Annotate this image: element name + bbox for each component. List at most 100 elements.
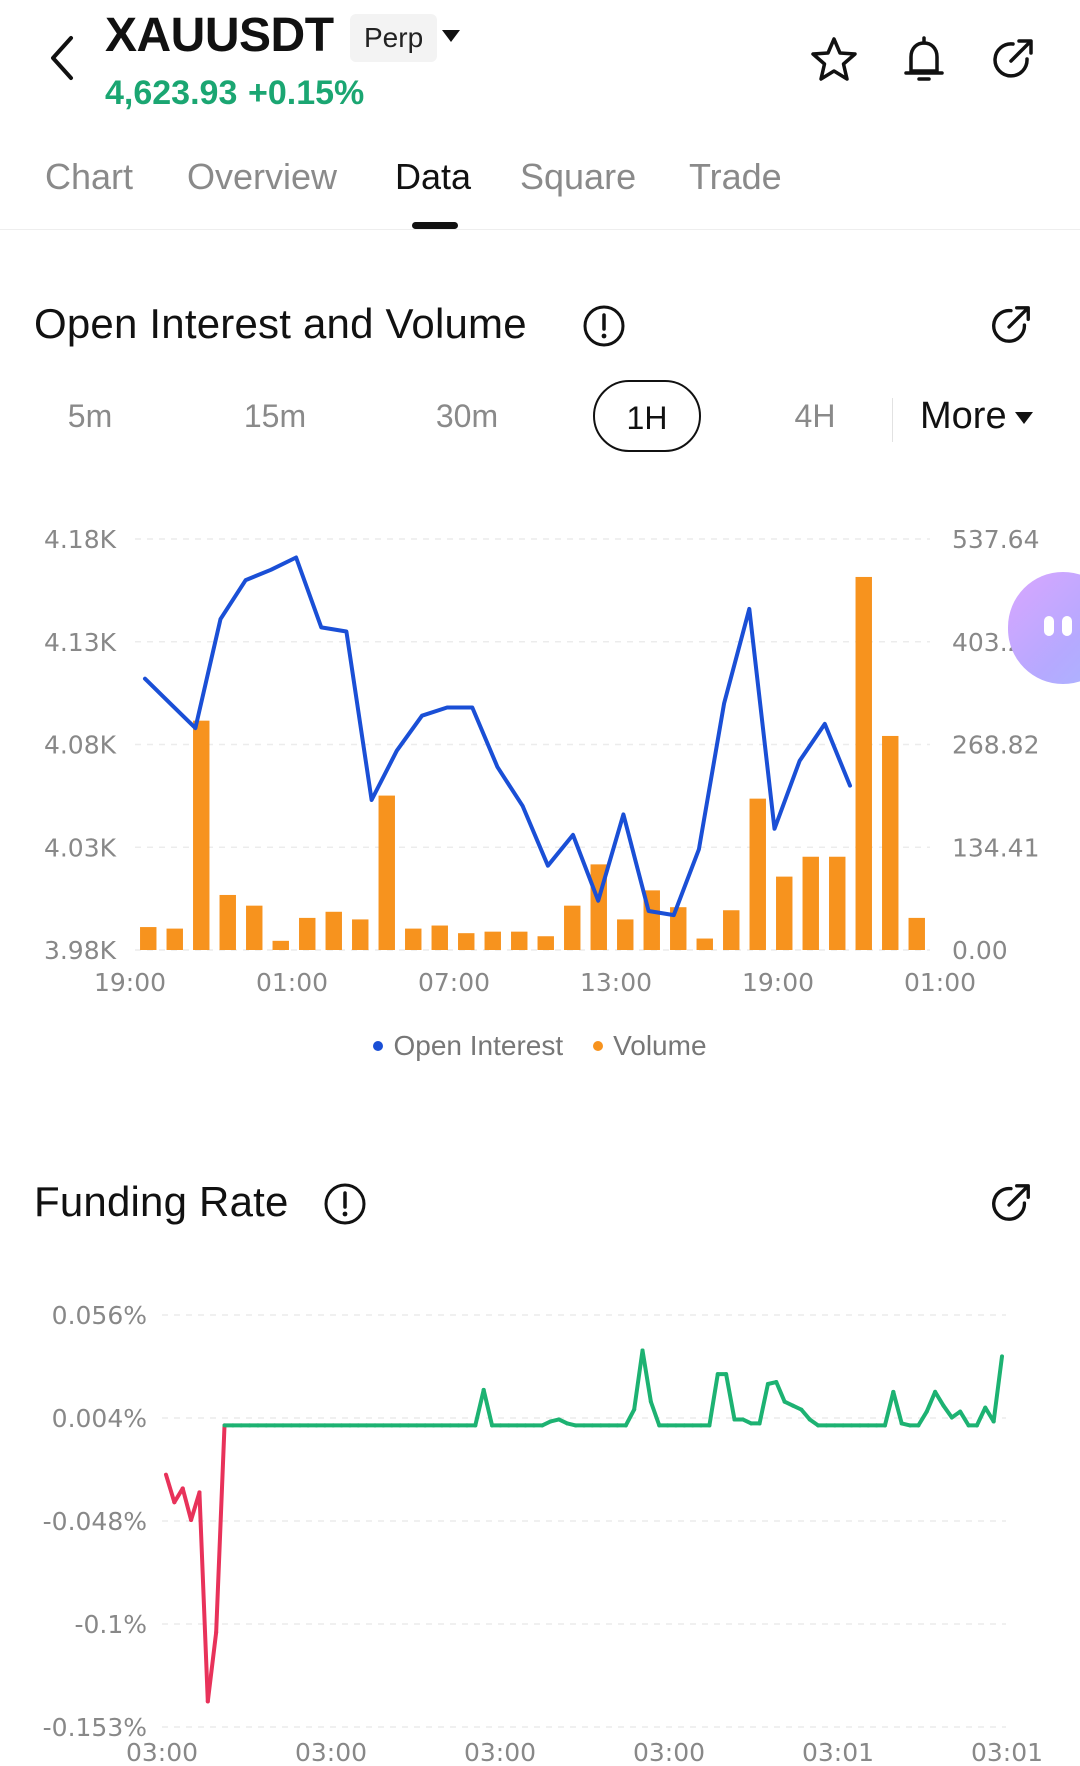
info-icon[interactable] xyxy=(582,304,626,348)
y-left-tick-label: 3.98K xyxy=(44,936,117,965)
funding-rate-segment xyxy=(916,1409,929,1428)
tab-trade[interactable]: Trade xyxy=(689,156,782,197)
tab-square[interactable]: Square xyxy=(520,156,637,197)
x-tick-label: 03:00 xyxy=(295,1738,367,1766)
legend-volume[interactable]: Volume xyxy=(593,1026,707,1066)
funding-rate-segment xyxy=(774,1380,787,1404)
active-tab-indicator xyxy=(412,222,458,229)
x-tick-label: 03:01 xyxy=(802,1738,874,1766)
y-left-tick-label: 4.13K xyxy=(44,628,117,657)
y-right-tick-label: 0.00 xyxy=(952,936,1008,965)
volume-bar xyxy=(378,795,395,950)
funding-rate-segment xyxy=(882,1389,896,1428)
volume-bar xyxy=(855,576,872,950)
funding-rate-segment xyxy=(632,1348,645,1412)
funding-rate-segment xyxy=(473,1387,486,1428)
assistant-eye-icon xyxy=(1062,616,1072,636)
tab-data[interactable]: Data xyxy=(395,156,472,197)
y-right-tick-label: 268.82 xyxy=(952,731,1039,760)
x-tick-label: 01:00 xyxy=(256,968,328,997)
expand-chart-icon[interactable] xyxy=(986,1180,1034,1228)
funding-rate-segment xyxy=(214,1423,227,1635)
legend-dot-blue xyxy=(373,1041,384,1051)
funding-rate-segment xyxy=(724,1372,737,1422)
funding-rate-segment xyxy=(180,1486,194,1523)
price-alert-button[interactable] xyxy=(894,30,954,90)
volume-bar xyxy=(564,905,581,950)
caret-down-icon xyxy=(1014,411,1033,424)
funding-rate-segment xyxy=(707,1372,720,1428)
volume-bar xyxy=(749,798,766,950)
volume-bar xyxy=(246,905,263,950)
funding-rate-segment xyxy=(891,1389,904,1426)
legend-open-interest[interactable]: Open Interest xyxy=(373,1026,563,1066)
volume-bar xyxy=(802,856,819,950)
info-icon[interactable] xyxy=(323,1182,367,1226)
interval-15m[interactable]: 15m xyxy=(243,398,307,434)
funding-rate-segment xyxy=(974,1405,988,1428)
funding-rate-segment xyxy=(481,1387,495,1428)
funding-rate-segment xyxy=(958,1409,971,1428)
y-tick-label: -0.153% xyxy=(43,1713,147,1742)
symbol-title: XAUUSDT xyxy=(105,9,334,62)
y-right-tick-label: 537.64 xyxy=(952,525,1039,554)
interval-selector: 5m 15m 30m 1H 4H More xyxy=(0,380,1080,460)
more-label: More xyxy=(920,395,1007,437)
y-tick-label: 0.004% xyxy=(52,1404,147,1433)
interval-4h[interactable]: 4H xyxy=(794,398,836,434)
chevron-left-icon xyxy=(51,36,73,80)
funding-rate-segment xyxy=(640,1348,653,1404)
caret-down-icon[interactable] xyxy=(440,28,462,44)
volume-bar xyxy=(723,910,740,950)
funding-rate-segment xyxy=(924,1389,938,1414)
star-icon xyxy=(811,37,857,81)
x-tick-label: 03:00 xyxy=(126,1738,198,1766)
x-tick-label: 19:00 xyxy=(94,968,166,997)
y-tick-label: -0.1% xyxy=(74,1610,147,1639)
funding-rate-segment xyxy=(933,1389,946,1408)
funding-rate-segment xyxy=(164,1472,177,1505)
volume-bar xyxy=(882,735,899,950)
assistant-eye-icon xyxy=(1044,616,1054,636)
back-button[interactable] xyxy=(40,30,84,86)
tab-overview[interactable]: Overview xyxy=(187,156,338,197)
volume-bar xyxy=(537,936,554,950)
x-tick-label: 03:00 xyxy=(464,1738,536,1766)
funding-rate-segment xyxy=(941,1403,954,1420)
header: XAUUSDT Perp 4,623.93 +0.15% xyxy=(0,0,1080,120)
volume-bar xyxy=(405,928,422,950)
funding-rate-segment xyxy=(205,1630,219,1704)
volume-bar xyxy=(219,894,236,950)
y-tick-label: -0.048% xyxy=(43,1507,147,1536)
share-icon xyxy=(993,39,1033,78)
funding-rate-segment xyxy=(197,1490,210,1704)
interval-5m[interactable]: 5m xyxy=(67,398,113,434)
expand-chart-icon[interactable] xyxy=(986,302,1034,350)
more-intervals-button[interactable]: More xyxy=(920,380,1035,452)
funding-rate-chart[interactable]: 0.056%0.004%-0.048%-0.1%-0.153%03:00 03:0… xyxy=(0,1280,1080,1766)
funding-rate-segment xyxy=(648,1399,662,1428)
tab-chart[interactable]: Chart xyxy=(45,156,134,197)
legend-label-volume: Volume xyxy=(613,1030,707,1061)
interval-1h[interactable]: 1H xyxy=(593,380,701,452)
funding-rate-segment xyxy=(799,1407,812,1422)
last-price: 4,623.93 xyxy=(105,74,238,112)
volume-bar xyxy=(484,931,501,950)
tab-bar: Chart Overview Data Square Trade xyxy=(0,140,1080,230)
favorite-button[interactable] xyxy=(804,30,864,90)
x-tick-label: 03:00 xyxy=(633,1738,705,1766)
volume-bar xyxy=(272,940,289,950)
interval-30m[interactable]: 30m xyxy=(435,398,499,434)
y-left-tick-label: 4.08K xyxy=(44,731,117,760)
legend-label-open-interest: Open Interest xyxy=(393,1030,564,1061)
market-type-badge[interactable]: Perp xyxy=(350,14,438,62)
volume-bar xyxy=(458,933,475,950)
share-button[interactable] xyxy=(982,30,1042,90)
volume-bar xyxy=(696,938,713,950)
chart-legend: Open Interest Volume xyxy=(0,1026,1080,1066)
interval-divider xyxy=(892,398,893,442)
x-tick-label: 19:00 xyxy=(742,968,814,997)
volume-bar xyxy=(325,911,342,950)
volume-bar xyxy=(670,907,687,950)
open-interest-volume-chart[interactable]: 4.18K 537.644.13K 403.234.08K 268.824.03K 13… xyxy=(0,500,1080,1010)
